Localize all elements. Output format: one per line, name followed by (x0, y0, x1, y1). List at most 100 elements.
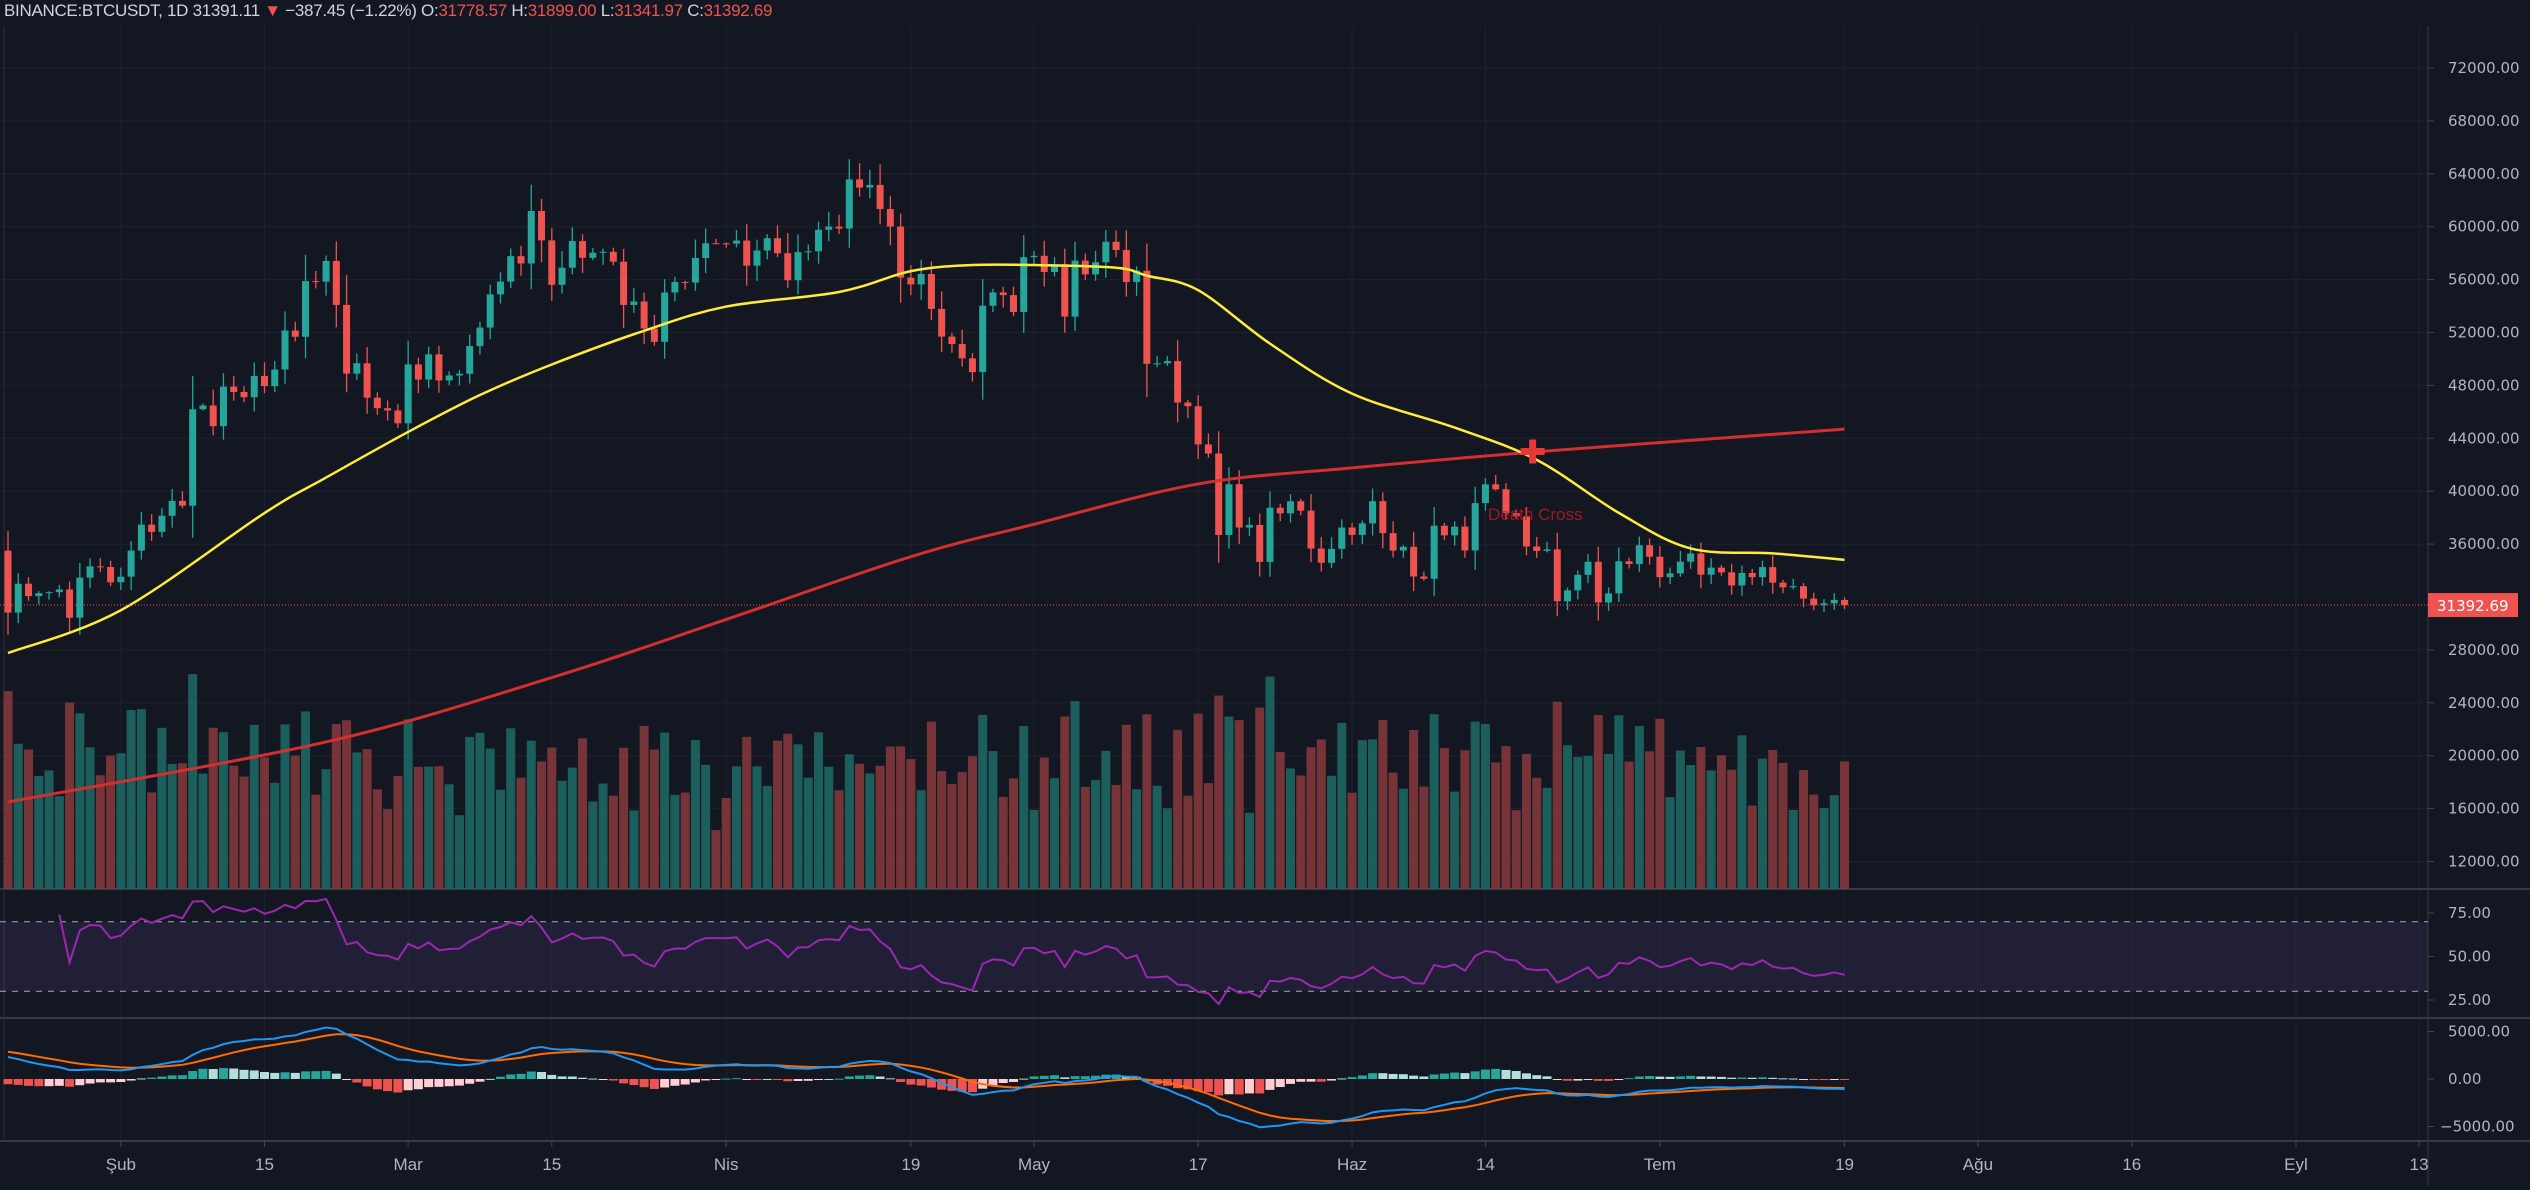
candle-body[interactable] (1358, 523, 1366, 535)
candle-body[interactable] (435, 354, 443, 381)
candle-body[interactable] (774, 238, 781, 254)
candle-body[interactable] (250, 375, 258, 398)
candle-body[interactable] (599, 251, 607, 253)
candle-body[interactable] (712, 243, 720, 245)
candle-body[interactable] (825, 226, 833, 230)
candle-body[interactable] (1440, 525, 1448, 536)
candle-body[interactable] (989, 292, 997, 306)
candle-body[interactable] (1543, 549, 1551, 551)
candle-body[interactable] (1492, 484, 1500, 490)
candle-body[interactable] (538, 210, 546, 241)
candle-body[interactable] (148, 524, 156, 532)
candle-body[interactable] (907, 277, 915, 285)
candle-body[interactable] (1009, 295, 1017, 312)
candle-body[interactable] (1122, 249, 1130, 283)
candle-body[interactable] (722, 243, 730, 245)
candle-body[interactable] (1564, 590, 1572, 602)
candle-body[interactable] (927, 273, 935, 309)
candle-body[interactable] (1707, 567, 1715, 575)
candle-body[interactable] (1420, 576, 1428, 579)
candle-body[interactable] (35, 593, 43, 597)
candle-body[interactable] (466, 346, 474, 374)
candle-body[interactable] (1235, 484, 1243, 528)
candle-body[interactable] (1307, 510, 1315, 549)
candle-body[interactable] (1276, 507, 1284, 514)
candle-body[interactable] (1830, 599, 1838, 604)
candle-body[interactable] (219, 386, 227, 427)
candle-body[interactable] (281, 330, 289, 370)
candle-body[interactable] (343, 304, 351, 374)
candle-body[interactable] (1574, 574, 1582, 591)
candle-body[interactable] (732, 240, 740, 244)
candle-body[interactable] (1256, 524, 1264, 562)
candle-body[interactable] (1215, 453, 1223, 535)
candle-body[interactable] (938, 308, 946, 337)
candle-body[interactable] (1204, 444, 1212, 454)
candle-body[interactable] (609, 251, 617, 262)
candle-body[interactable] (917, 273, 925, 285)
candle-body[interactable] (404, 364, 412, 424)
candle-body[interactable] (507, 256, 515, 282)
candle-body[interactable] (1789, 586, 1797, 588)
candle-body[interactable] (302, 281, 310, 337)
candle-body[interactable] (1810, 598, 1818, 606)
candle-body[interactable] (332, 260, 340, 305)
candle-body[interactable] (45, 592, 53, 594)
candle-body[interactable] (363, 363, 371, 398)
candle-body[interactable] (1553, 549, 1561, 602)
candle-body[interactable] (66, 589, 74, 618)
candle-body[interactable] (661, 292, 669, 342)
candle-body[interactable] (1800, 586, 1807, 599)
candle-body[interactable] (1605, 593, 1613, 603)
candle-body[interactable] (763, 238, 771, 251)
candle-body[interactable] (158, 515, 166, 532)
candle-body[interactable] (856, 179, 864, 188)
candle-body[interactable] (55, 589, 63, 593)
candle-body[interactable] (1102, 241, 1110, 263)
candle-body[interactable] (1143, 270, 1151, 364)
candle-body[interactable] (1841, 599, 1849, 606)
candle-body[interactable] (312, 281, 320, 283)
candle-body[interactable] (968, 358, 976, 373)
candle-body[interactable] (1522, 516, 1530, 547)
candle-body[interactable] (261, 375, 268, 387)
candle-body[interactable] (1451, 526, 1459, 536)
candle-body[interactable] (476, 327, 484, 347)
candle-body[interactable] (579, 241, 587, 258)
candle-body[interactable] (1399, 546, 1407, 551)
candle-body[interactable] (1040, 255, 1048, 272)
candle-body[interactable] (1820, 603, 1828, 606)
candle-body[interactable] (1666, 573, 1674, 578)
candle-body[interactable] (1338, 527, 1346, 549)
candle-body[interactable] (804, 251, 812, 253)
candle-body[interactable] (1676, 561, 1684, 574)
candle-body[interactable] (630, 301, 638, 305)
candle-body[interactable] (373, 397, 381, 409)
candle-body[interactable] (876, 184, 884, 210)
candle-body[interactable] (794, 252, 802, 281)
candle-body[interactable] (999, 292, 1007, 296)
candle-body[interactable] (1738, 572, 1746, 586)
candle-body[interactable] (1461, 526, 1469, 551)
candle-body[interactable] (199, 405, 207, 410)
candle-body[interactable] (1163, 361, 1171, 364)
candle-body[interactable] (25, 583, 33, 597)
candle-body[interactable] (1184, 402, 1192, 407)
candle-body[interactable] (1769, 567, 1777, 583)
candle-body[interactable] (979, 305, 987, 373)
candle-body[interactable] (650, 328, 658, 342)
candle-body[interactable] (1297, 501, 1305, 511)
candle-body[interactable] (1051, 264, 1059, 272)
candle-body[interactable] (1717, 567, 1725, 573)
candle-body[interactable] (589, 252, 597, 258)
candle-body[interactable] (958, 344, 966, 359)
candle-body[interactable] (1133, 270, 1141, 283)
candle-body[interactable] (1779, 582, 1787, 588)
candle-body[interactable] (1071, 260, 1079, 317)
candle-body[interactable] (117, 576, 125, 583)
candle-body[interactable] (240, 391, 248, 398)
candle-body[interactable] (1174, 361, 1182, 403)
candle-body[interactable] (640, 301, 648, 329)
candle-body[interactable] (1584, 561, 1592, 575)
